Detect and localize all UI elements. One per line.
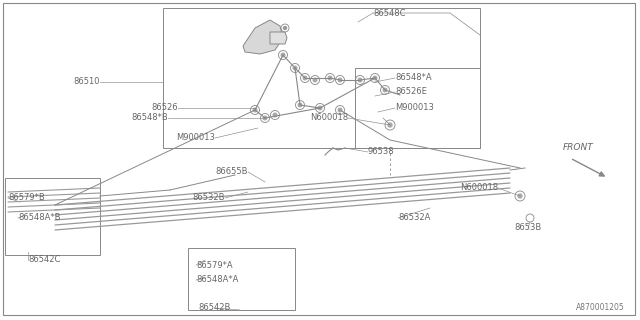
Circle shape [284,27,287,29]
Bar [163,8,480,148]
Polygon shape [270,32,287,44]
Text: 86542B: 86542B [199,303,231,313]
Circle shape [273,113,277,117]
Circle shape [338,78,342,82]
Text: 86579*B: 86579*B [8,194,45,203]
Bar [5,178,100,255]
Circle shape [358,78,362,82]
Circle shape [328,76,332,80]
Text: 86542C: 86542C [28,255,60,265]
Text: 86532B: 86532B [193,194,225,203]
Circle shape [293,66,297,70]
Text: 86532A: 86532A [398,213,430,222]
Polygon shape [243,20,283,54]
Text: FRONT: FRONT [563,143,594,152]
Text: 8653B: 8653B [515,223,541,233]
Circle shape [281,53,285,57]
Circle shape [383,88,387,92]
Text: 86548A*B: 86548A*B [18,213,61,222]
Circle shape [263,116,267,120]
Text: 86526E: 86526E [395,87,427,97]
Circle shape [303,76,307,80]
Text: 86548A*A: 86548A*A [196,276,238,284]
Circle shape [253,108,257,112]
Text: N600018: N600018 [460,183,498,193]
Text: N600018: N600018 [310,114,348,123]
Circle shape [373,76,377,80]
Circle shape [313,78,317,82]
Text: 86526: 86526 [152,103,178,113]
Circle shape [518,194,522,198]
Text: A870001205: A870001205 [576,303,625,312]
Text: 86510: 86510 [74,77,100,86]
Circle shape [318,106,322,110]
Text: 96538: 96538 [368,148,395,156]
Bar [188,248,295,310]
Text: 86579*A: 86579*A [196,260,232,269]
Text: 86548*A: 86548*A [395,74,431,83]
Circle shape [298,103,302,107]
Text: 86548C: 86548C [373,9,406,18]
Circle shape [338,108,342,112]
Text: 86655B: 86655B [216,167,248,177]
Text: M900013: M900013 [395,103,434,113]
Bar [355,68,480,148]
Text: M900013: M900013 [176,133,215,142]
Text: 86548*B: 86548*B [131,114,168,123]
Circle shape [388,123,392,127]
